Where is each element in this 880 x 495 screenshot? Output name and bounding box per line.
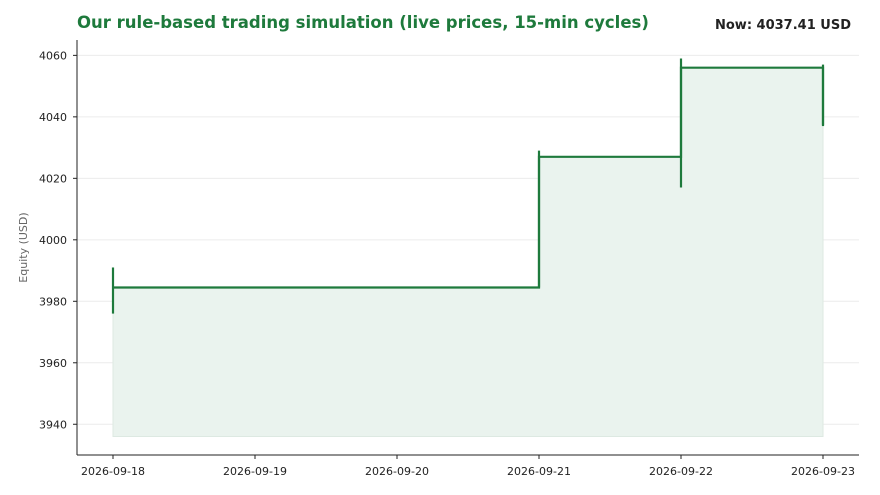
y-tick-label: 4060 — [39, 49, 67, 62]
x-tick-label: 2026-09-19 — [223, 465, 287, 478]
y-axis-ticks: 3940 3960 3980 4000 4020 4040 4060 — [39, 49, 77, 431]
y-tick-label: 3980 — [39, 295, 67, 308]
x-tick-label: 2026-09-21 — [507, 465, 571, 478]
y-tick-label: 3960 — [39, 357, 67, 370]
y-axis-label: Equity (USD) — [17, 212, 30, 282]
current-equity-label: Now: 4037.41 USD — [715, 18, 851, 33]
equity-line-layer — [111, 58, 825, 314]
y-tick-label: 4040 — [39, 111, 67, 124]
chart-title: Our rule-based trading simulation (live … — [77, 13, 649, 32]
x-axis-ticks: 2026-09-18 2026-09-19 2026-09-20 2026-09-21… — [81, 455, 855, 478]
y-tick-label: 3940 — [39, 418, 67, 431]
x-tick-label: 2026-09-20 — [365, 465, 429, 478]
x-tick-label: 2026-09-23 — [791, 465, 855, 478]
y-tick-label: 4000 — [39, 234, 67, 247]
y-tick-label: 4020 — [39, 172, 67, 185]
equity-fill-area — [112, 67, 824, 438]
x-tick-label: 2026-09-18 — [81, 465, 145, 478]
x-tick-label: 2026-09-22 — [649, 465, 713, 478]
equity-fill-layer — [112, 67, 824, 438]
axes — [76, 40, 859, 456]
